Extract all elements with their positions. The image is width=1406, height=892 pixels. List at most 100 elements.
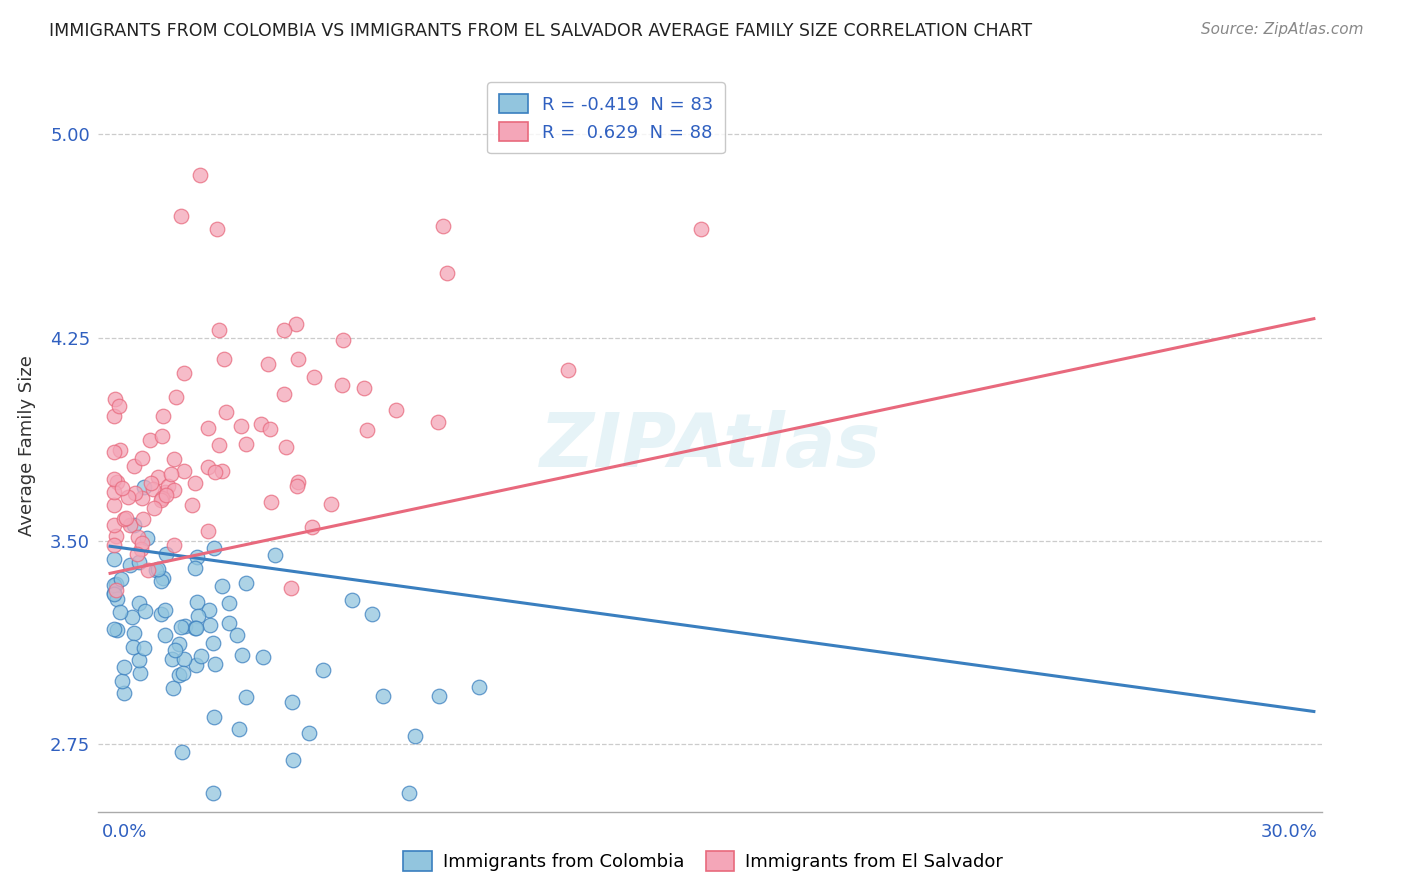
Point [231, 648, 253, 662]
Point [110, 572, 132, 586]
Point [257, 358, 280, 372]
Text: Source: ZipAtlas.com: Source: ZipAtlas.com [1201, 22, 1364, 37]
Point [105, 592, 128, 607]
Point [127, 530, 149, 544]
Point [342, 593, 364, 607]
Point [269, 859, 291, 873]
Text: 30.0%: 30.0% [1261, 822, 1317, 840]
Point [105, 583, 128, 598]
Point [152, 571, 174, 585]
Point [467, 680, 489, 694]
Point [187, 608, 209, 623]
Point [112, 660, 135, 674]
Point [145, 563, 167, 577]
Point [103, 445, 125, 459]
Point [163, 483, 186, 498]
Point [436, 266, 458, 280]
Point [103, 485, 125, 500]
Point [186, 550, 208, 565]
Point [117, 490, 139, 504]
Point [280, 581, 302, 595]
Point [208, 438, 231, 452]
Point [167, 637, 190, 651]
Point [184, 475, 207, 490]
Point [301, 520, 323, 534]
Point [103, 499, 125, 513]
Point [122, 518, 145, 533]
Point [132, 480, 155, 494]
Point [321, 497, 343, 511]
Point [160, 652, 183, 666]
Text: 0.0%: 0.0% [103, 822, 148, 840]
Point [131, 491, 153, 505]
Point [129, 541, 152, 556]
Point [285, 317, 308, 331]
Point [103, 577, 125, 591]
Point [184, 560, 207, 574]
Point [155, 488, 177, 502]
Point [259, 422, 281, 436]
Point [274, 440, 297, 454]
Point [170, 745, 193, 759]
Point [150, 607, 173, 621]
Point [264, 548, 287, 562]
Point [110, 481, 132, 495]
Point [188, 168, 211, 182]
Point [134, 604, 156, 618]
Point [184, 622, 207, 636]
Point [197, 524, 219, 538]
Point [235, 690, 257, 704]
Point [183, 621, 205, 635]
Legend: Immigrants from Colombia, Immigrants from El Salvador: Immigrants from Colombia, Immigrants fro… [395, 844, 1011, 879]
Legend: R = -0.419  N = 83, R =  0.629  N = 88: R = -0.419 N = 83, R = 0.629 N = 88 [486, 82, 725, 153]
Point [252, 649, 274, 664]
Point [190, 648, 212, 663]
Text: IMMIGRANTS FROM COLOMBIA VS IMMIGRANTS FROM EL SALVADOR AVERAGE FAMILY SIZE CORR: IMMIGRANTS FROM COLOMBIA VS IMMIGRANTS F… [49, 22, 1032, 40]
Point [225, 628, 247, 642]
Point [249, 417, 271, 431]
Point [134, 640, 156, 655]
Point [163, 451, 186, 466]
Point [273, 387, 295, 401]
Point [173, 464, 195, 478]
Point [132, 511, 155, 525]
Point [218, 615, 240, 630]
Point [156, 479, 179, 493]
Point [312, 663, 335, 677]
Point [111, 673, 134, 688]
Point [150, 491, 173, 505]
Point [163, 538, 186, 552]
Point [153, 485, 176, 500]
Point [356, 423, 378, 437]
Point [149, 492, 172, 507]
Point [129, 665, 152, 680]
Point [146, 470, 169, 484]
Point [235, 437, 257, 451]
Point [103, 622, 125, 636]
Point [202, 710, 225, 724]
Text: ZIPAtlas: ZIPAtlas [540, 409, 880, 483]
Point [204, 465, 226, 479]
Point [398, 786, 420, 800]
Point [208, 323, 231, 337]
Point [127, 547, 149, 561]
Point [121, 610, 143, 624]
Point [170, 209, 193, 223]
Point [139, 476, 162, 491]
Point [690, 222, 713, 236]
Point [174, 619, 197, 633]
Point [155, 628, 177, 642]
Point [273, 323, 295, 337]
Point [149, 574, 172, 589]
Point [281, 695, 304, 709]
Point [155, 603, 177, 617]
Point [285, 479, 308, 493]
Point [197, 459, 219, 474]
Point [103, 409, 125, 423]
Point [198, 618, 221, 632]
Point [287, 475, 309, 490]
Point [128, 555, 150, 569]
Point [557, 363, 579, 377]
Point [281, 753, 304, 767]
Point [115, 511, 138, 525]
